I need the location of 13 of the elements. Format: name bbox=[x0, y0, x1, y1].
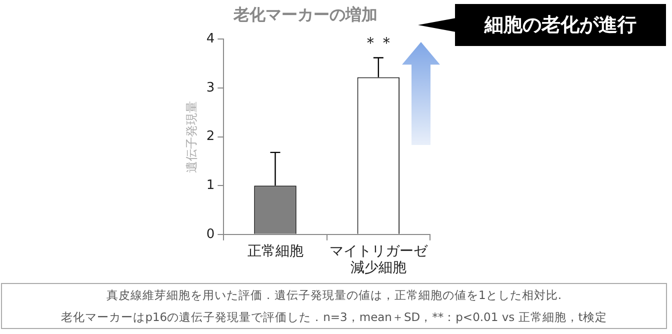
y-tick-label: 3 bbox=[206, 80, 215, 96]
chart-title: 老化マーカーの増加 bbox=[232, 4, 378, 24]
x-tick-label: マイトリガーゼ減少細胞 bbox=[329, 243, 428, 276]
x-tick-label: 正常細胞 bbox=[247, 243, 304, 260]
text: 老化マーカーはp16の遺伝子発現量で評価した．n=3，mean＋SD，**：p<0.01 vs 正常細胞，t検定 bbox=[60, 309, 608, 326]
y-axis-title: 遺伝子発現量 bbox=[184, 100, 198, 173]
y-tick-label: 0 bbox=[206, 226, 215, 242]
text: 細胞の老化が進行 bbox=[455, 4, 666, 46]
y-tick-label: 1 bbox=[206, 178, 215, 193]
annotation: ＊＊ bbox=[362, 32, 394, 52]
y-tick-label: 2 bbox=[206, 129, 215, 144]
y-tick-label: 4 bbox=[206, 32, 215, 47]
text: 真皮線維芽細胞を用いた評価．遺伝子発現量の値は，正常細胞の値を1とした相対比. bbox=[106, 287, 562, 304]
